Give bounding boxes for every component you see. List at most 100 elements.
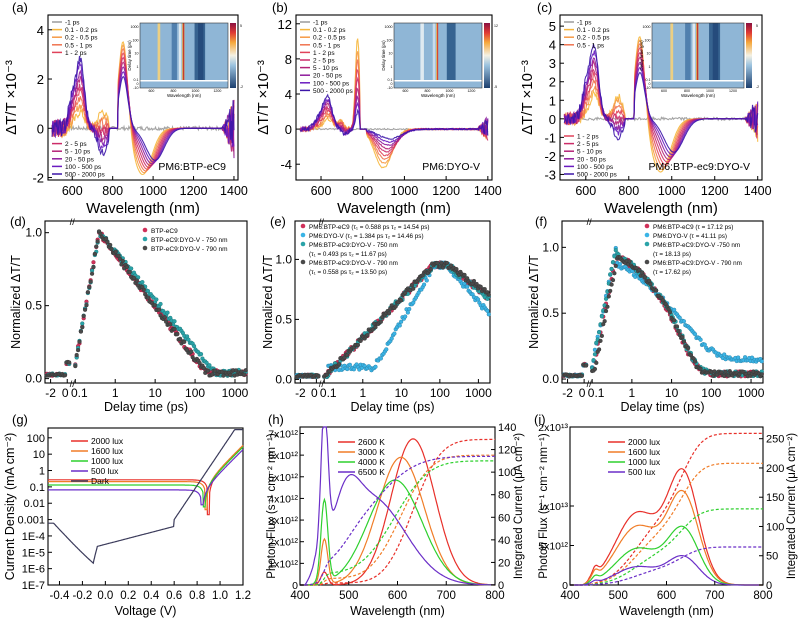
x-axis-label: Voltage (V) — [115, 604, 177, 618]
y-tick-label: 1 — [549, 93, 556, 108]
jv-curve — [48, 429, 243, 565]
data-point — [358, 338, 363, 343]
legend-label: -1 ps — [65, 20, 80, 27]
panel-g: (g) -0.4 -0.2 0.0 0.2 0.4 0.6 0.8 1.0 1.2 100 10 1 0.… — [3, 412, 251, 618]
inset-y-tick: 1 — [649, 65, 651, 69]
legend-fit-label: (τ₁ = 0.558 ps τ₂ = 13.50 ps) — [309, 269, 387, 276]
data-point — [692, 332, 698, 337]
y2-tick-label: 250 — [766, 434, 784, 446]
x-tick-label: 700 — [705, 590, 724, 602]
y-tick-label: -4 — [280, 157, 292, 172]
x-axis-label: Delay time (ps) — [620, 400, 704, 414]
data-point — [75, 348, 81, 353]
data-point — [409, 283, 415, 288]
heatmap-band — [712, 23, 719, 80]
data-point — [386, 311, 392, 316]
y-tick-label: 4 — [285, 87, 292, 102]
data-point — [152, 303, 158, 308]
y2-tick-label: 0 — [498, 580, 504, 592]
data-point — [610, 260, 616, 265]
x-tick-label: 600 — [657, 590, 676, 602]
data-point — [210, 372, 215, 377]
data-point — [108, 242, 113, 248]
data-point — [486, 292, 491, 297]
data-point — [405, 310, 410, 315]
x-tick-label: 500 — [609, 590, 628, 602]
x-tick-label: 0.4 — [143, 590, 160, 602]
legend-label: PM6:BTP-eC9 (τ = 17.12 ps) — [653, 224, 733, 231]
data-point — [407, 306, 412, 312]
legend-label: 5 - 10 ps — [313, 65, 339, 72]
data-point — [91, 265, 96, 270]
legend-label: 0.5 - 1 ps — [577, 42, 605, 49]
plot-frame — [44, 220, 248, 384]
data-point — [399, 298, 404, 303]
legend-marker — [300, 232, 306, 238]
legend-label: PM6:BTP-eC9:DYO-V - 790 nm — [653, 260, 742, 267]
inset-x-tick: 1000 — [445, 89, 453, 93]
legend-label: 0.2 - 0.5 ps — [65, 35, 98, 42]
data-point — [591, 358, 596, 363]
data-point — [602, 319, 607, 324]
axis-break-bottom: // — [70, 379, 76, 389]
x-tick-label: 800 — [618, 184, 639, 198]
y-axis-label: Normalized ΔT/T — [261, 255, 275, 349]
inset-x-tick: 600 — [148, 89, 154, 93]
data-point — [80, 321, 85, 326]
x-tick-label: 100 — [430, 386, 450, 400]
legend-label: 500 - 2000 ps — [577, 172, 618, 179]
data-point — [654, 288, 659, 293]
panel-h: 400 500 600 700 80001x10¹²2x10¹²3x10¹²4x10¹²… — [266, 422, 525, 618]
x-tick-label: 500 — [339, 590, 358, 602]
legend-label: 5 - 10 ps — [577, 149, 603, 156]
legend-label: 2600 K — [358, 437, 385, 447]
spectrum-line — [563, 43, 759, 153]
panel-label: (a) — [12, 0, 28, 15]
legend-marker — [644, 241, 650, 247]
data-point — [162, 315, 167, 320]
inset-y-tick: 1 — [391, 65, 393, 69]
y-tick-label: 0 — [37, 121, 44, 136]
data-point — [119, 262, 124, 267]
y-tick-label: 4x10¹² — [268, 493, 298, 505]
integrated-current-line — [300, 454, 495, 586]
legend-label: 0.2 - 0.5 ps — [313, 35, 346, 42]
plot-frame — [559, 14, 763, 181]
x-axis-label: Delay time (ps) — [350, 400, 434, 414]
inset-x-label: Wavelength (nm) — [421, 93, 456, 98]
data-point — [105, 240, 110, 245]
data-point — [393, 304, 398, 309]
data-point — [158, 301, 163, 307]
photon-flux-line — [570, 489, 763, 586]
y-axis-label: Normalized ΔT/T — [9, 255, 23, 349]
data-point — [191, 344, 197, 349]
colorbar — [746, 23, 752, 88]
x-tick-label: 1.2 — [235, 590, 251, 602]
heatmap-zero-line — [652, 80, 744, 82]
y2-axis-label: Integrated Current (μA cm⁻²) — [513, 433, 525, 579]
data-point — [597, 347, 602, 352]
inset-y-tick: 100 — [387, 38, 393, 42]
data-point — [316, 374, 321, 379]
data-point — [692, 359, 698, 364]
data-point — [88, 279, 93, 284]
y-tick-label: 2x10¹³ — [538, 422, 568, 434]
data-point — [592, 352, 598, 357]
data-point — [612, 254, 617, 259]
legend-fit-label: (τ₁ = 0.493 ps τ₂ = 11.67 ps) — [309, 251, 387, 258]
legend-marker — [300, 259, 306, 265]
x-tick-label: 100 — [701, 386, 721, 400]
y-tick-label: 4 — [37, 23, 44, 38]
y-axis-label: Photon Flux (s⁻¹ cm⁻² nm⁻¹) — [266, 433, 278, 579]
data-point — [378, 319, 383, 324]
data-point — [698, 366, 703, 371]
plot-frame — [47, 14, 239, 181]
x-tick-label: 400 — [560, 590, 579, 602]
legend-label: 20 - 50 ps — [313, 73, 343, 80]
data-point — [165, 310, 170, 315]
legend-label: 0.2 - 0.5 ps — [577, 35, 610, 42]
y2-tick-label: 20 — [498, 557, 510, 569]
x-tick-label: 10 — [665, 386, 679, 400]
heatmap-band — [697, 23, 699, 80]
inset-y-tick: 1000 — [643, 25, 651, 29]
